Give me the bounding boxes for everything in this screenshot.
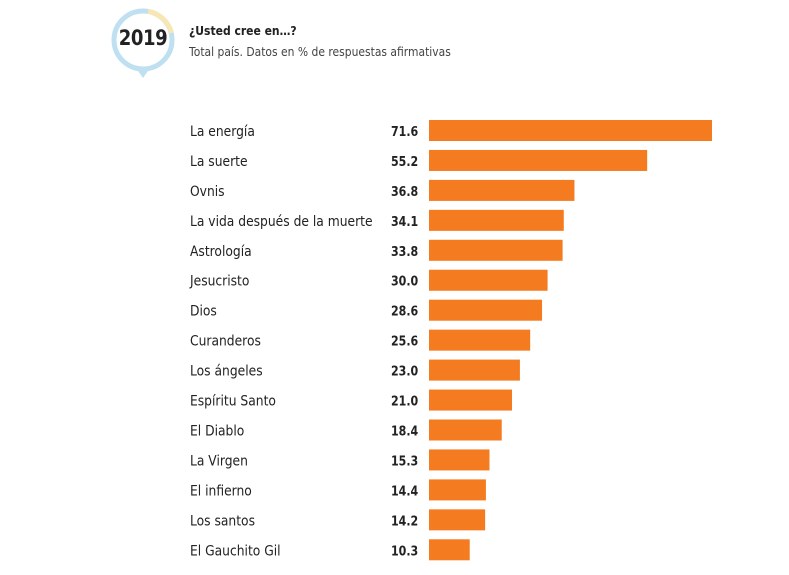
bar [429,179,575,201]
value-label: 25.6 [391,334,418,349]
location-pin-icon [111,8,175,78]
badge-accent-arc [147,8,174,34]
bar [429,269,548,291]
chart-subtitle: Total país. Datos en % de respuestas afi… [189,44,451,59]
category-label: Ovnis [190,184,225,200]
category-label: La suerte [190,154,248,170]
chart-title: ¿Usted cree en…? [189,24,297,38]
bar [429,329,531,351]
category-label: Espíritu Santo [190,393,276,410]
value-label: 33.8 [391,244,418,259]
value-label: 10.3 [391,543,418,558]
bar [429,239,563,261]
bar [429,389,513,411]
value-label: 34.1 [391,214,418,229]
category-label: Los ángeles [190,363,263,380]
value-label: 18.4 [391,424,418,439]
badge-pointer [136,68,150,78]
bar [429,539,470,561]
category-label: Astrología [190,243,252,260]
value-label: 71.6 [391,124,418,139]
category-label: Los santos [190,514,255,530]
value-label: 23.0 [391,364,418,379]
value-label: 15.3 [391,454,418,469]
value-label: 30.0 [391,274,418,289]
value-label: 21.0 [391,394,418,409]
value-label: 55.2 [391,154,418,169]
year-badge: 2019 [109,6,177,82]
category-label: El Gauchito Gil [190,544,281,560]
category-label: Dios [190,304,217,320]
bar [429,209,564,231]
bar [429,509,486,531]
badge-year: 2019 [118,26,168,50]
value-label: 14.4 [391,484,418,499]
category-label: La vida después de la muerte [190,213,373,230]
bar [429,479,486,501]
category-label: Jesucristo [189,274,249,290]
category-label: La Virgen [190,454,248,470]
bar [429,359,520,381]
bar [429,419,502,441]
bar [429,149,648,171]
value-label: 14.2 [391,513,418,528]
bar [429,299,543,321]
value-label: 28.6 [391,304,418,319]
category-label: La energía [190,123,255,140]
value-label: 36.8 [391,184,418,199]
bar [429,449,490,471]
bar [429,120,712,141]
category-label: El infierno [190,484,252,500]
category-label: El Diablo [190,424,244,440]
category-label: Curanderos [190,334,261,350]
